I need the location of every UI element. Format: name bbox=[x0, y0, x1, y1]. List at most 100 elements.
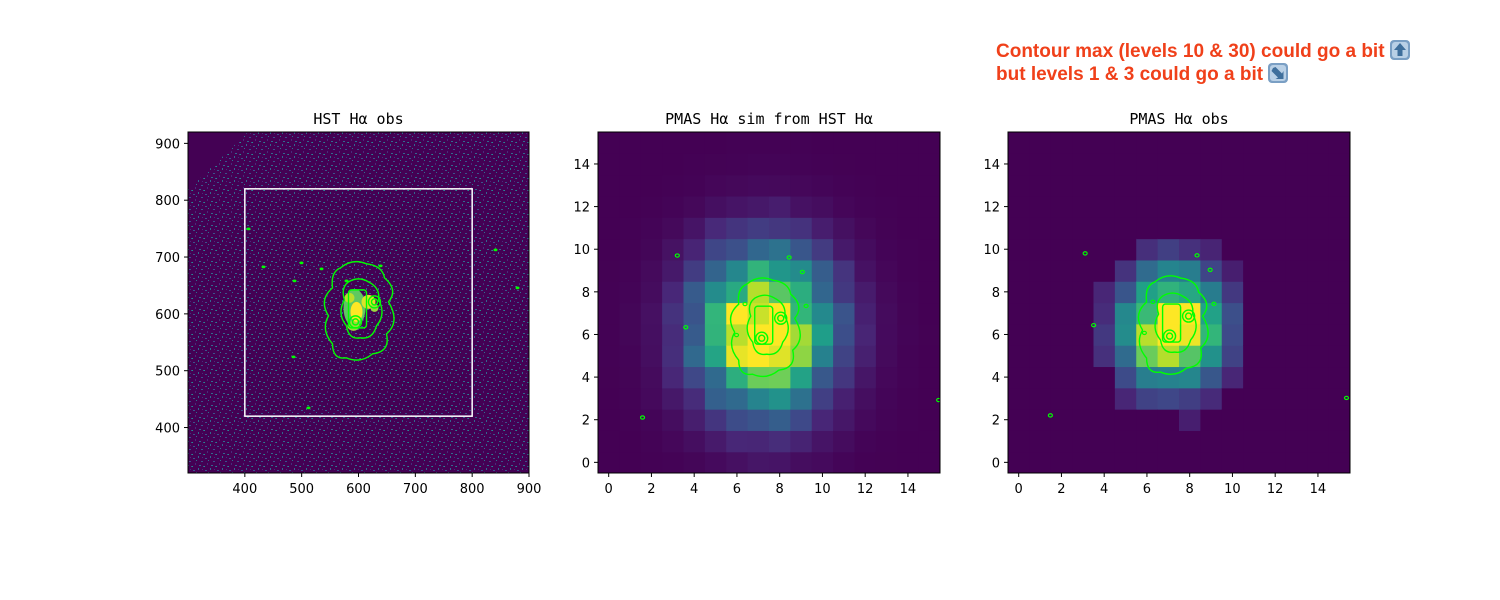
heatmap-cell bbox=[726, 302, 749, 325]
heatmap-cell bbox=[1307, 345, 1330, 368]
heatmap-cell bbox=[619, 409, 642, 431]
heatmap-cell bbox=[1114, 451, 1137, 473]
heatmap-image bbox=[188, 132, 529, 473]
heatmap-cell bbox=[875, 323, 898, 346]
heatmap-cell bbox=[1114, 195, 1137, 218]
heatmap-cell bbox=[1179, 217, 1201, 240]
x-tick-label: 6 bbox=[733, 482, 741, 497]
heatmap-cell bbox=[875, 174, 898, 197]
heatmap-cell bbox=[598, 387, 620, 410]
heatmap-cell bbox=[747, 302, 770, 325]
heatmap-cell bbox=[1285, 430, 1308, 453]
heatmap-cell bbox=[640, 174, 663, 197]
heatmap-cell bbox=[854, 217, 877, 240]
heatmap-cell bbox=[1029, 302, 1052, 325]
y-tick-label: 500 bbox=[155, 365, 180, 380]
heatmap-cell bbox=[1285, 259, 1308, 282]
heatmap-cell bbox=[1136, 451, 1159, 473]
heatmap-cell bbox=[897, 281, 920, 304]
heatmap-cell bbox=[1264, 345, 1287, 368]
heatmap-cell bbox=[683, 132, 706, 154]
heatmap-cell bbox=[619, 217, 642, 240]
heatmap-cell bbox=[1093, 430, 1116, 453]
heatmap-cell bbox=[1136, 238, 1159, 261]
point-source-1 bbox=[674, 253, 680, 258]
heatmap-cell bbox=[1093, 217, 1116, 240]
heatmap-cell bbox=[1008, 302, 1030, 325]
heatmap-cell bbox=[1029, 174, 1052, 197]
y-tick-label: 6 bbox=[582, 328, 590, 343]
heatmap-cells bbox=[1008, 132, 1350, 473]
heatmap-cell bbox=[640, 302, 663, 325]
heatmap-cell bbox=[683, 217, 706, 240]
heatmap-cell bbox=[1050, 387, 1073, 410]
x-tick-label: 12 bbox=[1267, 482, 1284, 497]
heatmap-cell bbox=[1114, 430, 1137, 453]
point-source-2 bbox=[683, 325, 689, 330]
heatmap-cell bbox=[790, 153, 813, 176]
heatmap-cell bbox=[1136, 409, 1159, 431]
heatmap-cell bbox=[1285, 451, 1308, 473]
contour-level-30-d bbox=[351, 318, 360, 326]
heatmap-cell bbox=[619, 153, 642, 176]
y-tick-label: 900 bbox=[155, 137, 180, 152]
heatmap-cell bbox=[726, 195, 749, 218]
heatmap-cell bbox=[1093, 238, 1116, 261]
heatmap-cell bbox=[1243, 238, 1266, 261]
x-tick-label: 2 bbox=[647, 482, 655, 497]
contours bbox=[1137, 275, 1209, 376]
heatmap-cell bbox=[875, 366, 898, 389]
heatmap-cell bbox=[619, 323, 642, 346]
x-tick-label: 14 bbox=[900, 482, 917, 497]
heatmap-cell bbox=[598, 217, 620, 240]
heatmap-cell bbox=[1264, 451, 1287, 473]
heatmap-cell bbox=[918, 238, 940, 261]
heatmap-cell bbox=[854, 259, 877, 282]
heatmap-cell bbox=[662, 302, 685, 325]
heatmap-cell bbox=[747, 195, 770, 218]
heatmap-cell bbox=[833, 302, 856, 325]
contour-level-30-a bbox=[774, 311, 788, 325]
heatmap-cell bbox=[726, 409, 749, 431]
heatmap-cell bbox=[1328, 430, 1350, 453]
heatmap-cell bbox=[1029, 281, 1052, 304]
heatmap-cell bbox=[1307, 217, 1330, 240]
heatmap-cell bbox=[918, 302, 940, 325]
heatmap-cell bbox=[790, 217, 813, 240]
heatmap-cell bbox=[769, 153, 791, 176]
panel-pmas-obs: 0 2 4 6 8 10 12 14 0 2 4 6 8 10 12 14 PMAS Hα obs bbox=[983, 110, 1351, 497]
heatmap-cell bbox=[1093, 132, 1116, 154]
heatmap-cell bbox=[811, 217, 834, 240]
heatmap-cell bbox=[897, 345, 920, 368]
heatmap-cell bbox=[619, 195, 642, 218]
y-tick-label: 12 bbox=[983, 201, 1000, 216]
heatmap-cell bbox=[769, 345, 791, 368]
heatmap-cell bbox=[1264, 132, 1287, 154]
x-tick-label: 600 bbox=[346, 482, 371, 497]
heatmap-cell bbox=[1008, 153, 1030, 176]
heatmap-cell bbox=[1072, 195, 1095, 218]
heatmap-cell bbox=[1114, 387, 1137, 410]
annotation-line-2: but levels 1 & 3 could go a bit bbox=[996, 63, 1476, 86]
heatmap-cell bbox=[662, 345, 685, 368]
heatmap-cell bbox=[640, 430, 663, 453]
heatmap-cell bbox=[854, 323, 877, 346]
heatmap-cell bbox=[1136, 153, 1159, 176]
heatmap-cell bbox=[1243, 323, 1266, 346]
point-source-0 bbox=[1047, 413, 1053, 418]
heatmap-cell bbox=[1179, 409, 1201, 431]
x-tick-label: 8 bbox=[776, 482, 784, 497]
heatmap-cell bbox=[1264, 323, 1287, 346]
heatmap-cell bbox=[790, 281, 813, 304]
heatmap-cell bbox=[1307, 195, 1330, 218]
contour-level-1 bbox=[729, 277, 801, 378]
heatmap-cell bbox=[640, 345, 663, 368]
heatmap-cell bbox=[1243, 153, 1266, 176]
heatmap-cell bbox=[1029, 323, 1052, 346]
heatmap-cell bbox=[1179, 132, 1201, 154]
heatmap-cell bbox=[1307, 132, 1330, 154]
heatmap-cell bbox=[1328, 366, 1350, 389]
contour-level-30-b bbox=[777, 314, 785, 322]
heatmap-cell bbox=[897, 387, 920, 410]
